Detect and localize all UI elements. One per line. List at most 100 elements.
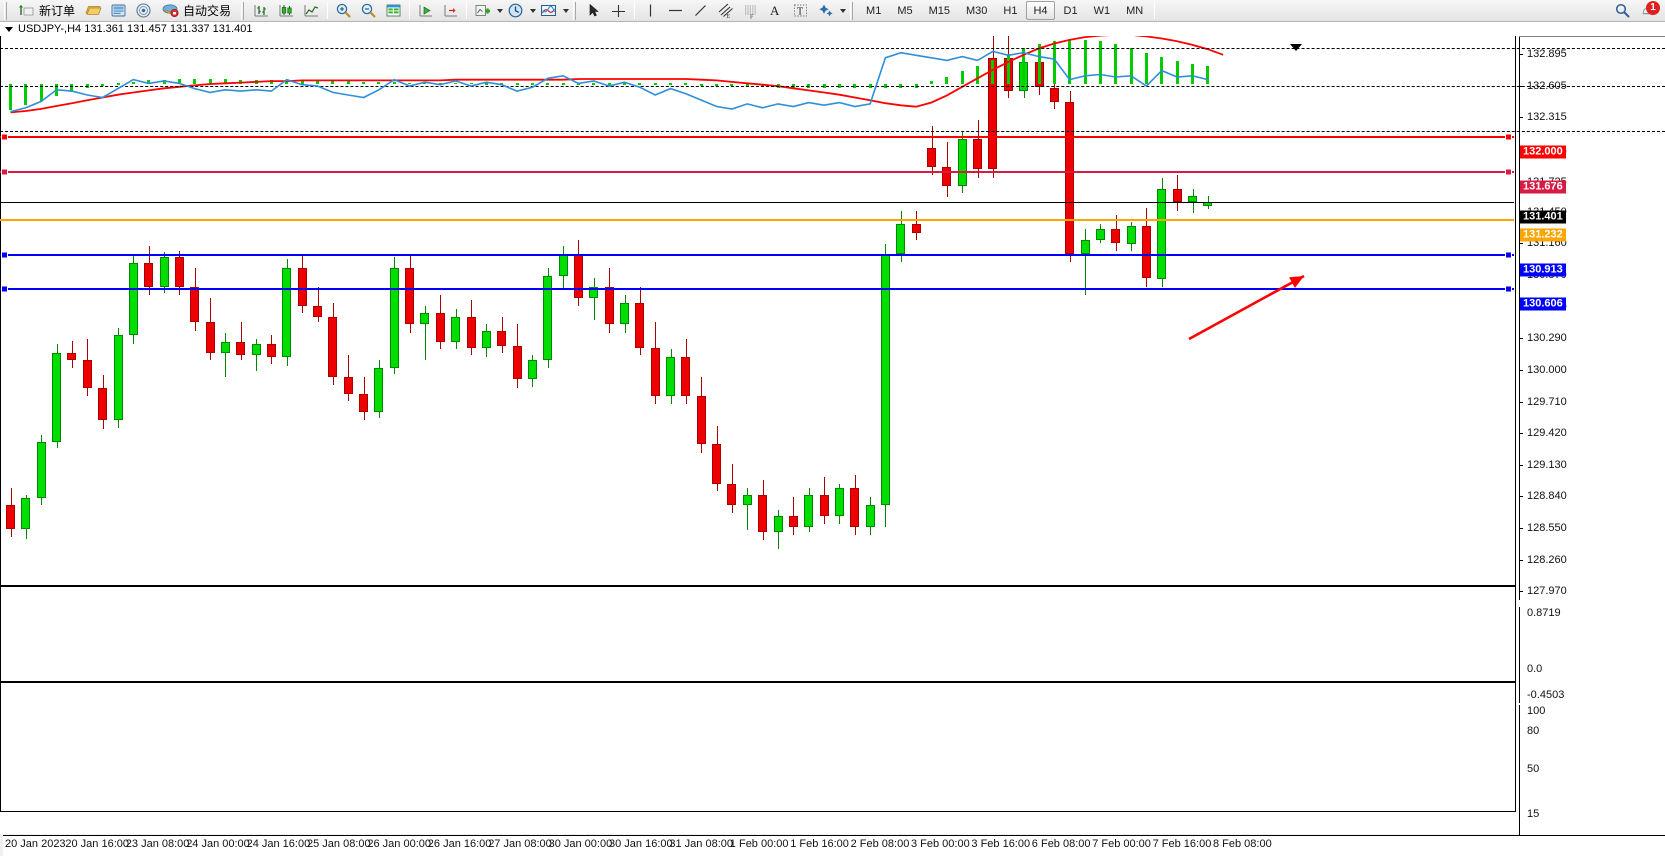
support-130606-handle[interactable] [1505, 285, 1512, 293]
bar-chart-button[interactable] [250, 1, 273, 21]
zoom-out-button[interactable] [357, 1, 380, 21]
autotrading-button[interactable]: 自动交易 [157, 1, 236, 21]
support-130913-handle-left[interactable] [1, 251, 8, 259]
objects-button[interactable] [814, 1, 837, 21]
rsi-tick-label: 100 [1527, 705, 1546, 717]
chart-shift-button[interactable] [439, 1, 462, 21]
data-window-button[interactable] [382, 1, 405, 21]
folder-button[interactable] [82, 1, 105, 21]
support-130606[interactable] [0, 287, 1514, 290]
timeframe-m15[interactable]: M15 [928, 4, 950, 17]
price-tick [1519, 117, 1523, 119]
add-indicator-button[interactable] [471, 1, 494, 21]
auto-scroll-button[interactable] [414, 1, 437, 21]
text-label-button[interactable]: A [764, 1, 787, 21]
period-button[interactable] [504, 1, 527, 21]
resistance-132-tag[interactable]: 132.000 [1520, 145, 1566, 159]
autotrading-label: 自动交易 [183, 4, 232, 18]
templates-button[interactable] [537, 1, 560, 21]
trendline-button[interactable] [689, 1, 712, 21]
date-tick-label: 8 Feb 08:00 [1213, 838, 1272, 850]
price-axis[interactable]: 132.895132.605132.315132.000131.725131.4… [1519, 36, 1665, 600]
notification-button[interactable]: 1 [1636, 0, 1660, 21]
support-130913-handle[interactable] [1505, 251, 1512, 259]
support-130913-tag[interactable]: 130.913 [1520, 263, 1566, 277]
support-130606-tag[interactable]: 130.606 [1520, 297, 1566, 311]
date-axis[interactable]: 20 Jan 2023 20 Jan 16:00 23 Jan 08:00 24 Ja… [3, 835, 1665, 856]
candle-body [1141, 226, 1151, 279]
timeframe-m5[interactable]: M5 [897, 4, 913, 17]
navigator-button[interactable] [132, 1, 155, 21]
candle-body [957, 138, 967, 186]
add-indicator-dropdown-caret[interactable] [497, 8, 504, 13]
candlestick-chart-icon [278, 2, 295, 19]
rsi-panel[interactable]: RSI(14) 55.0180 [0, 23, 1665, 812]
support-131232[interactable] [0, 219, 1514, 222]
templates-dropdown-caret[interactable] [563, 8, 570, 13]
resistance-132-handle[interactable] [1505, 133, 1512, 141]
macd-panel[interactable]: MACD(12,26,9) 0.2543 0.4057 [0, 23, 1516, 682]
support-130606-handle-left[interactable] [1, 285, 8, 293]
resistance-132-handle-left[interactable] [1, 133, 8, 141]
resistance-131676-handle-left[interactable] [1, 168, 8, 176]
chart-scroll-caret-icon[interactable] [1290, 44, 1302, 51]
date-tick-label: 24 Jan 00:00 [186, 838, 250, 850]
bid-price-line-tag[interactable]: 131.401 [1520, 210, 1566, 224]
timeframe-m1[interactable]: M1 [866, 4, 882, 17]
toolbar-grip-3[interactable] [572, 1, 579, 20]
candlestick-chart-button[interactable] [275, 1, 298, 21]
folder-icon [85, 2, 102, 19]
text-box-icon: T [792, 2, 809, 19]
fibonacci-button[interactable]: F [739, 1, 762, 21]
rsi-axis-line [1519, 705, 1520, 835]
horizontal-line-button[interactable] [664, 1, 687, 21]
vertical-line-button[interactable] [639, 1, 662, 21]
candle-body [313, 305, 322, 317]
toolbar-grip-4[interactable] [849, 1, 856, 20]
cursor-button[interactable] [582, 1, 605, 21]
equidistant-channel-button[interactable]: E [714, 1, 737, 21]
line-chart-button[interactable] [300, 1, 323, 21]
terminal-button[interactable] [107, 1, 130, 21]
candle-wick [747, 488, 749, 530]
candle-body [1095, 229, 1105, 241]
crosshair-button[interactable] [607, 1, 630, 21]
text-box-button[interactable]: T [789, 1, 812, 21]
price-chart-panel[interactable] [0, 22, 1516, 586]
zoom-in-icon [335, 2, 352, 19]
period-dropdown-caret[interactable] [530, 8, 537, 13]
candle-body [359, 394, 369, 412]
price-tick [1519, 528, 1523, 530]
rsi-axis[interactable]: 100 80 50 15 [1519, 705, 1665, 835]
timeframe-d1[interactable]: D1 [1063, 4, 1078, 17]
price-tick [1519, 433, 1523, 435]
support-130913[interactable] [0, 254, 1514, 257]
candle-body [190, 287, 200, 323]
candle-body [205, 322, 215, 353]
macd-axis[interactable]: 0.8719 0.0 -0.4503 [1519, 607, 1665, 703]
date-tick-label: 6 Feb 08:00 [1031, 838, 1091, 850]
timeframe-h1[interactable]: H1 [1003, 4, 1018, 17]
new-order-label: 新订单 [39, 4, 76, 18]
resistance-132[interactable] [0, 135, 1514, 138]
toolbar-grip-2[interactable] [240, 1, 247, 20]
price-tick-label: 130.290 [1527, 332, 1567, 345]
objects-dropdown-caret[interactable] [840, 8, 847, 13]
candle-body [266, 343, 276, 357]
timeframe-h4[interactable]: H4 [1026, 1, 1055, 20]
timeframe-m30[interactable]: M30 [966, 4, 988, 17]
resistance-131676-tag[interactable]: 131.676 [1520, 180, 1566, 194]
toolbar-grip[interactable] [3, 1, 9, 20]
timeframe-mn[interactable]: MN [1126, 4, 1144, 17]
timeframe-w1[interactable]: W1 [1093, 4, 1111, 17]
main-toolbar: 新订单 [0, 0, 1665, 22]
resistance-131676-handle[interactable] [1505, 168, 1512, 176]
new-order-button[interactable]: 新订单 [13, 1, 80, 21]
resistance-131676[interactable] [0, 170, 1514, 173]
bid-price-line[interactable] [0, 201, 1514, 203]
zoom-in-button[interactable] [332, 1, 355, 21]
support-131232-tag[interactable]: 131.232 [1520, 228, 1566, 242]
chart-menu-caret-icon[interactable] [5, 26, 13, 32]
search-button[interactable] [1611, 1, 1634, 21]
bullish-arrow[interactable] [0, 22, 1514, 584]
